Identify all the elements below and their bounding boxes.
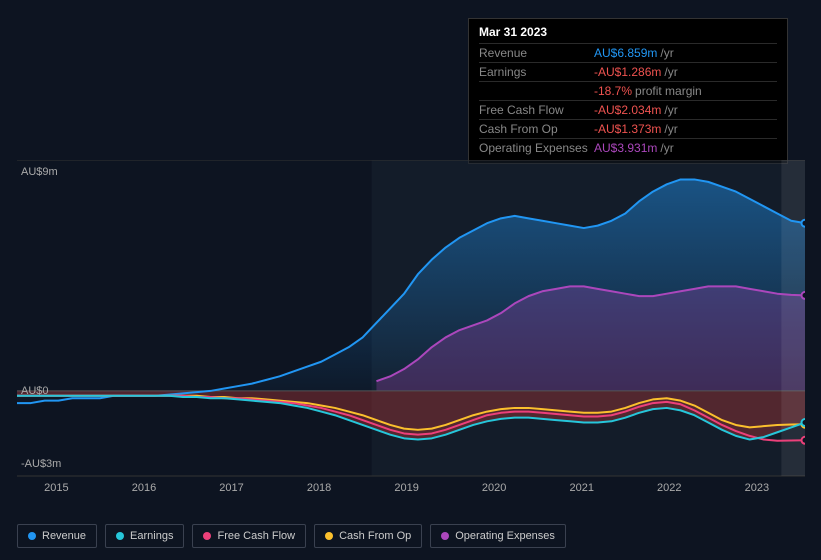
tooltip-row-suffix: /yr (660, 46, 673, 60)
x-axis-label: 2022 (657, 482, 681, 494)
x-axis-label: 2015 (44, 482, 68, 494)
y-axis-label: -AU$3m (21, 458, 61, 470)
legend-item-revenue[interactable]: Revenue (17, 524, 97, 548)
tooltip-row-label: Cash From Op (479, 122, 594, 136)
legend-label: Free Cash Flow (217, 530, 295, 542)
y-axis-label: AU$0 (21, 385, 49, 397)
legend-item-cash-from-op[interactable]: Cash From Op (314, 524, 422, 548)
x-axis-label: 2018 (307, 482, 331, 494)
tooltip-row-label: Earnings (479, 65, 594, 79)
tooltip-row-label: Revenue (479, 46, 594, 60)
legend-item-operating-expenses[interactable]: Operating Expenses (430, 524, 566, 548)
chart-tooltip: Mar 31 2023 RevenueAU$6.859m/yrEarnings-… (468, 18, 788, 164)
tooltip-row-label: Operating Expenses (479, 141, 594, 155)
legend-item-earnings[interactable]: Earnings (105, 524, 184, 548)
tooltip-row-value: -AU$1.286m (594, 65, 661, 79)
tooltip-row-value: -AU$1.373m (594, 122, 661, 136)
tooltip-row-suffix: /yr (664, 103, 677, 117)
legend-label: Earnings (130, 530, 173, 542)
legend-dot (441, 532, 449, 540)
x-axis-label: 2017 (219, 482, 243, 494)
y-axis-label: AU$9m (21, 166, 58, 178)
tooltip-row-value: -18.7% (594, 84, 632, 98)
tooltip-row-label: Free Cash Flow (479, 103, 594, 117)
x-axis-label: 2021 (569, 482, 593, 494)
chart-legend: Revenue Earnings Free Cash Flow Cash From O… (17, 524, 566, 548)
legend-label: Operating Expenses (455, 530, 555, 542)
x-axis-label: 2023 (745, 482, 769, 494)
legend-label: Revenue (42, 530, 86, 542)
tooltip-row-value: -AU$2.034m (594, 103, 661, 117)
tooltip-row: Earnings-AU$1.286m/yr (479, 62, 777, 81)
line-chart-svg (17, 160, 805, 500)
tooltip-row: RevenueAU$6.859m/yr (479, 43, 777, 62)
legend-dot (203, 532, 211, 540)
legend-dot (325, 532, 333, 540)
tooltip-row: -18.7%profit margin (479, 81, 777, 100)
tooltip-row-value: AU$3.931m (594, 141, 657, 155)
tooltip-row-suffix: /yr (660, 141, 673, 155)
legend-item-free-cash-flow[interactable]: Free Cash Flow (192, 524, 306, 548)
tooltip-row-value: AU$6.859m (594, 46, 657, 60)
tooltip-date: Mar 31 2023 (479, 25, 777, 39)
chart-area[interactable]: AU$9m AU$0 -AU$3m 2015 2016 2017 2018 2019 2020… (17, 160, 805, 540)
x-axis-label: 2016 (132, 482, 156, 494)
tooltip-row: Free Cash Flow-AU$2.034m/yr (479, 100, 777, 119)
tooltip-row-suffix: /yr (664, 65, 677, 79)
tooltip-row-suffix: /yr (664, 122, 677, 136)
tooltip-row: Cash From Op-AU$1.373m/yr (479, 119, 777, 138)
legend-dot (116, 532, 124, 540)
tooltip-row-label (479, 84, 594, 98)
legend-label: Cash From Op (339, 530, 411, 542)
tooltip-row: Operating ExpensesAU$3.931m/yr (479, 138, 777, 157)
x-axis-label: 2020 (482, 482, 506, 494)
tooltip-row-suffix: profit margin (635, 84, 702, 98)
legend-dot (28, 532, 36, 540)
x-axis-label: 2019 (394, 482, 418, 494)
